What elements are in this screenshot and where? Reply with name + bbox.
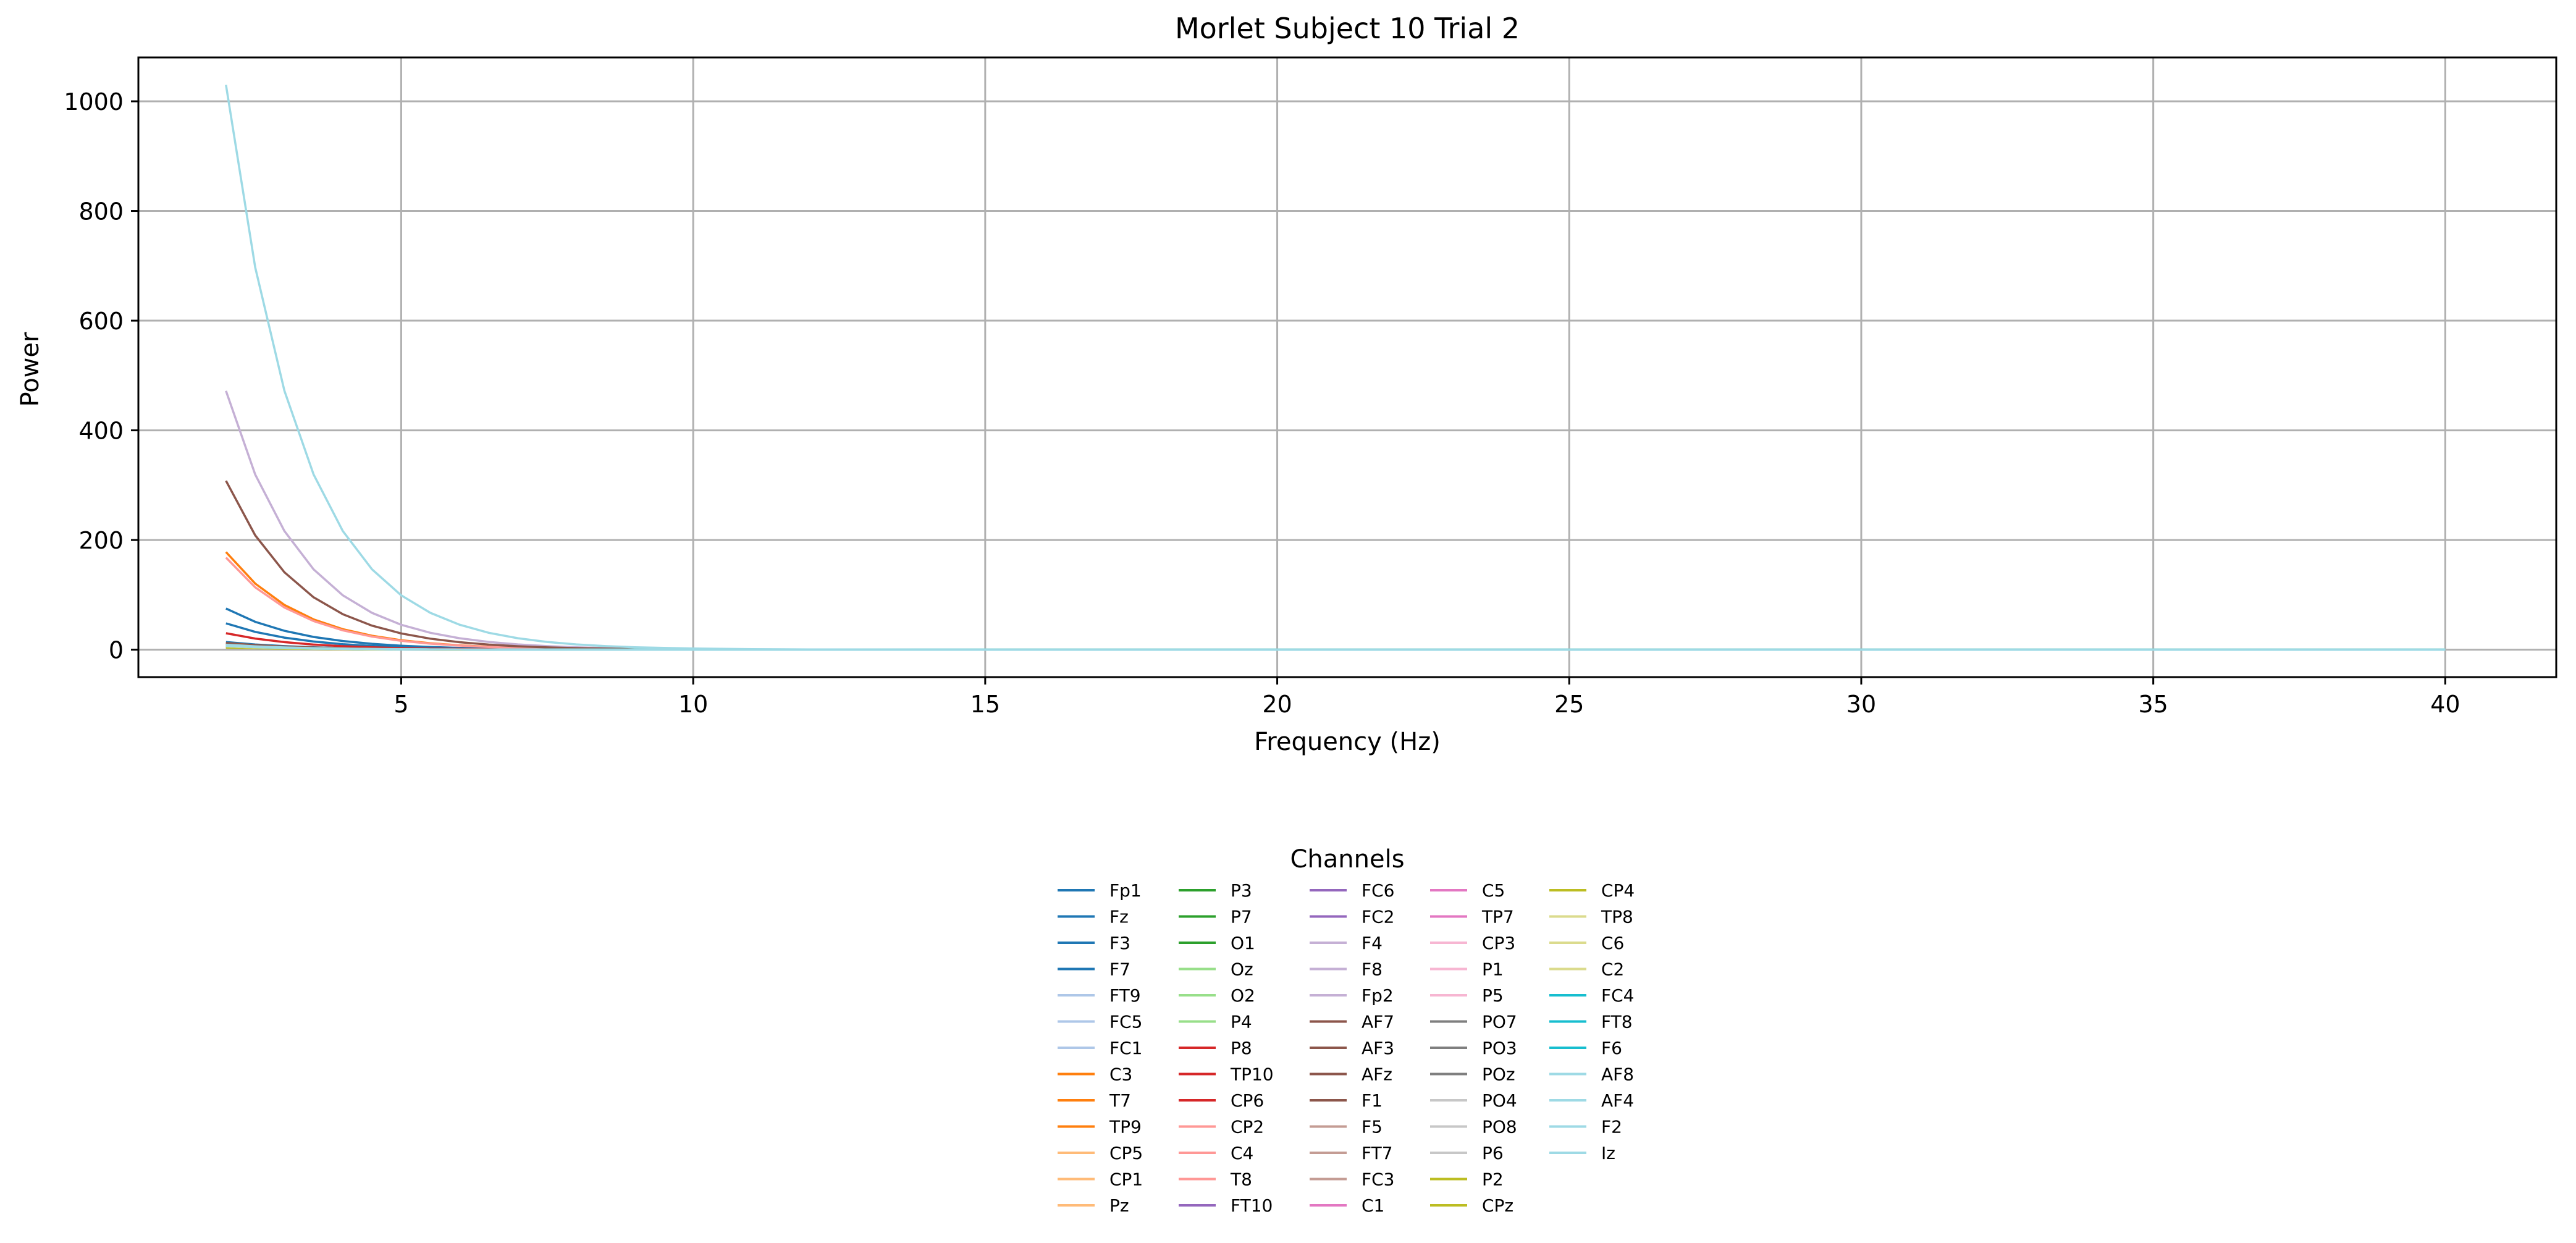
legend-label: PO8: [1482, 1117, 1517, 1137]
y-tick-label: 800: [78, 198, 124, 225]
legend-label: F8: [1362, 959, 1383, 980]
legend-label: C6: [1601, 933, 1624, 953]
legend-label: C2: [1601, 959, 1624, 980]
legend-label: O2: [1231, 985, 1255, 1006]
legend-label: P3: [1231, 880, 1252, 901]
legend-label: Fp1: [1109, 880, 1142, 901]
legend-label: FT9: [1109, 985, 1141, 1006]
legend-label: AF8: [1601, 1064, 1634, 1085]
legend-label: PO4: [1482, 1090, 1517, 1111]
legend-label: AF3: [1362, 1038, 1394, 1058]
legend-label: AF7: [1362, 1012, 1394, 1032]
legend-label: FC3: [1362, 1169, 1394, 1190]
x-tick-label: 5: [394, 691, 408, 718]
legend-label: FC1: [1109, 1038, 1142, 1058]
y-tick-label: 200: [78, 527, 124, 554]
legend-label: C5: [1482, 880, 1505, 901]
x-tick-label: 40: [2430, 691, 2460, 718]
y-tick-label: 1000: [64, 88, 124, 116]
x-tick-label: 30: [1846, 691, 1876, 718]
legend-label: AF4: [1601, 1090, 1634, 1111]
legend-label: TP10: [1230, 1064, 1274, 1085]
legend-label: FC5: [1109, 1012, 1142, 1032]
legend-label: F7: [1109, 959, 1130, 980]
legend-label: F1: [1362, 1090, 1383, 1111]
legend-label: P8: [1231, 1038, 1252, 1058]
legend-label: F3: [1109, 933, 1130, 953]
legend-label: Oz: [1231, 959, 1253, 980]
legend-label: P4: [1231, 1012, 1252, 1032]
legend-label: F5: [1362, 1117, 1383, 1137]
legend-label: Fz: [1109, 907, 1129, 927]
plot-frame: [137, 56, 2557, 678]
legend-label: CP3: [1482, 933, 1515, 953]
legend-label: PO3: [1482, 1038, 1517, 1058]
series-line-iz: [225, 644, 2446, 651]
legend-label: CP4: [1601, 880, 1635, 901]
legend-label: Fp2: [1362, 985, 1394, 1006]
legend-label: F2: [1601, 1117, 1622, 1137]
legend-label: P2: [1482, 1169, 1504, 1190]
legend-label: FC2: [1362, 907, 1394, 927]
legend-label: Iz: [1601, 1143, 1615, 1163]
legend-label: FT10: [1231, 1195, 1273, 1216]
legend-label: C1: [1362, 1195, 1384, 1216]
legend-label: F4: [1362, 933, 1383, 953]
x-tick-label: 20: [1262, 691, 1292, 718]
legend-label: Pz: [1109, 1195, 1129, 1216]
legend-label: FT8: [1601, 1012, 1633, 1032]
legend-label: AFz: [1362, 1064, 1392, 1085]
legend-label: FC6: [1362, 880, 1394, 901]
legend: Channels Fp1 Fz F3 F7 FT9 FC5 FC1 C3 T7 TP9 CP5 CP1…: [1058, 845, 1635, 1216]
x-axis-label: Frequency (Hz): [1254, 728, 1441, 756]
legend-label: CP1: [1109, 1169, 1143, 1190]
y-tick-label: 0: [109, 637, 124, 664]
x-tick-label: 10: [678, 691, 708, 718]
legend-label: POz: [1482, 1064, 1515, 1085]
legend-label: O1: [1231, 933, 1255, 953]
x-tick-label: 15: [970, 691, 1000, 718]
legend-label: P6: [1482, 1143, 1504, 1163]
legend-title: Channels: [1290, 845, 1404, 874]
legend-label: T8: [1230, 1169, 1252, 1190]
legend-label: P7: [1231, 907, 1252, 927]
legend-label: C4: [1231, 1143, 1253, 1163]
legend-label: CP5: [1109, 1143, 1143, 1163]
legend-label: F6: [1601, 1038, 1622, 1058]
y-axis-label: Power: [16, 332, 44, 407]
y-tick-label: 600: [78, 308, 124, 335]
legend-label: TP8: [1601, 907, 1633, 927]
legend-label: T7: [1109, 1090, 1131, 1111]
y-tick-label: 400: [78, 418, 124, 445]
legend-label: P5: [1482, 985, 1504, 1006]
legend-label: CPz: [1482, 1195, 1513, 1216]
legend-label: FT7: [1362, 1143, 1393, 1163]
legend-label: TP7: [1481, 907, 1514, 927]
legend-label: FC4: [1601, 985, 1634, 1006]
legend-label: P1: [1482, 959, 1504, 980]
legend-label: C3: [1109, 1064, 1132, 1085]
x-tick-label: 35: [2138, 691, 2168, 718]
legend-label: TP9: [1109, 1117, 1142, 1137]
chart-title: Morlet Subject 10 Trial 2: [1175, 12, 1520, 45]
legend-label: CP2: [1231, 1117, 1264, 1137]
legend-label: CP6: [1231, 1090, 1264, 1111]
legend-label: PO7: [1482, 1012, 1517, 1032]
x-tick-label: 25: [1554, 691, 1584, 718]
